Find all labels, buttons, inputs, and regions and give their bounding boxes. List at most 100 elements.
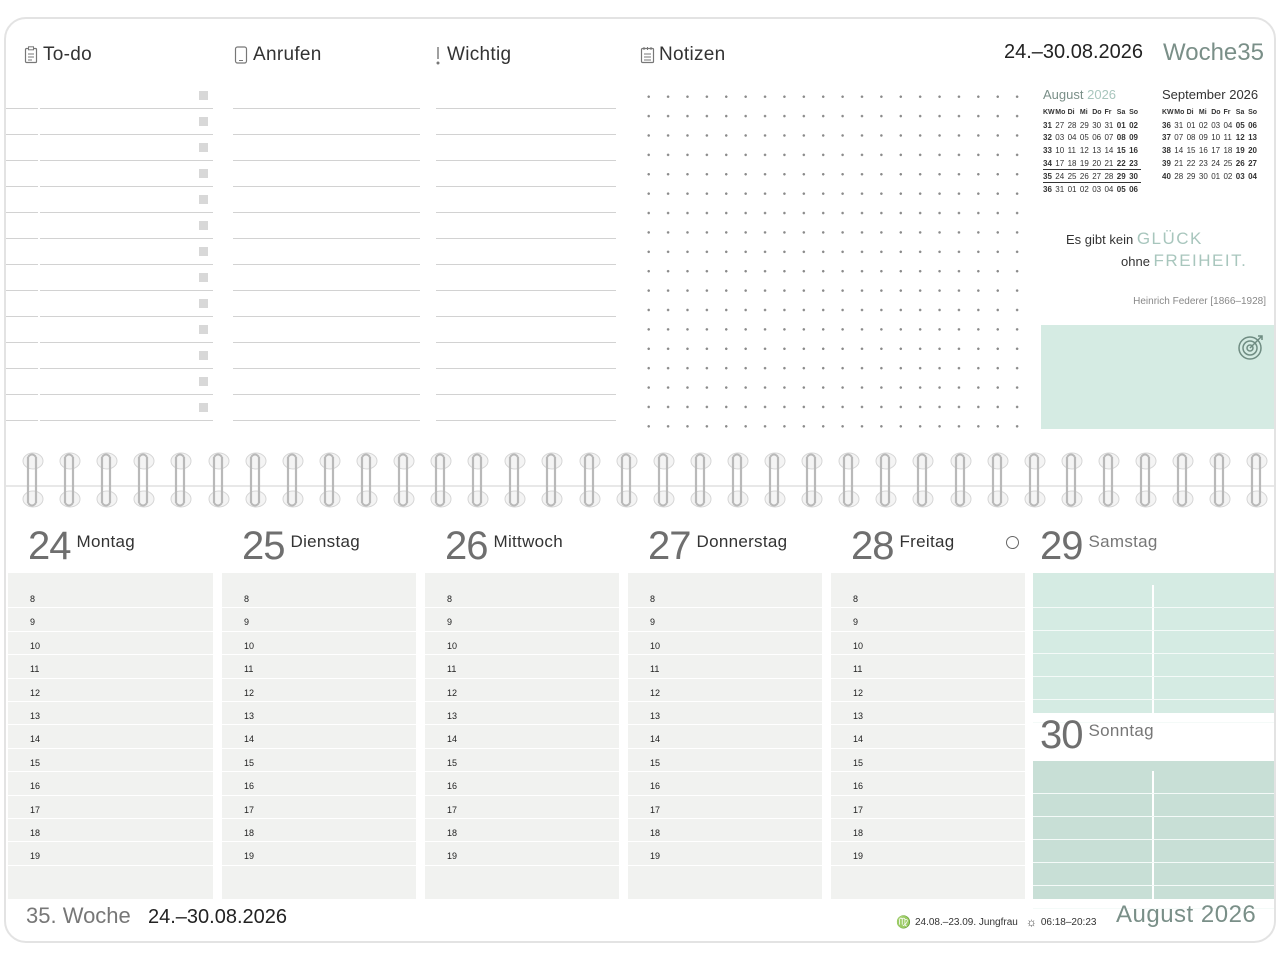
hour-slot[interactable]: 12 (222, 679, 416, 702)
hour-slot[interactable]: 14 (628, 725, 822, 749)
hour-slot[interactable]: 19 (628, 842, 822, 866)
writing-line[interactable] (233, 369, 420, 395)
todo-checkbox[interactable] (199, 403, 208, 412)
writing-line[interactable] (40, 395, 213, 421)
todo-checkbox[interactable] (199, 143, 208, 152)
hour-slot[interactable]: 12 (628, 679, 822, 702)
writing-line[interactable] (436, 265, 616, 291)
hour-slot[interactable]: 15 (831, 749, 1025, 773)
writing-line[interactable] (436, 369, 616, 395)
todo-checkbox[interactable] (199, 273, 208, 282)
writing-line[interactable] (233, 135, 420, 161)
writing-line[interactable] (40, 213, 213, 239)
writing-line[interactable] (233, 83, 420, 109)
weekend-line[interactable] (1033, 631, 1274, 654)
weekend-line[interactable] (1033, 817, 1274, 840)
hour-slot[interactable]: 11 (8, 655, 213, 679)
todo-checkbox[interactable] (199, 169, 208, 178)
writing-line[interactable] (436, 109, 616, 135)
weekend-line[interactable] (1033, 794, 1274, 817)
hour-slot[interactable]: 19 (425, 842, 619, 866)
todo-checkbox[interactable] (199, 117, 208, 126)
hour-slot[interactable]: 12 (425, 679, 619, 702)
hour-slot[interactable]: 18 (222, 819, 416, 843)
writing-line[interactable] (436, 83, 616, 109)
hour-slot[interactable]: 9 (222, 608, 416, 632)
saturday-box[interactable] (1033, 573, 1274, 723)
hour-slot[interactable]: 11 (628, 655, 822, 679)
hour-slot[interactable]: 14 (831, 725, 1025, 749)
hour-slot[interactable]: 8 (222, 585, 416, 609)
hour-slot[interactable]: 12 (831, 679, 1025, 702)
hour-slot[interactable]: 17 (628, 796, 822, 819)
hour-slot[interactable]: 15 (425, 749, 619, 773)
hour-slot[interactable]: 13 (8, 702, 213, 726)
writing-line[interactable] (40, 83, 213, 109)
writing-line[interactable] (233, 291, 420, 317)
weekend-line[interactable] (1033, 863, 1274, 886)
hour-slot[interactable]: 18 (425, 819, 619, 843)
writing-line[interactable] (233, 187, 420, 213)
hour-slot[interactable]: 19 (831, 842, 1025, 866)
hour-slot[interactable]: 18 (628, 819, 822, 843)
hour-slot[interactable]: 11 (831, 655, 1025, 679)
writing-line[interactable] (40, 343, 213, 369)
notes-dot-grid[interactable] (639, 87, 1027, 429)
hour-slot[interactable]: 9 (8, 608, 213, 632)
writing-line[interactable] (233, 161, 420, 187)
writing-line[interactable] (233, 213, 420, 239)
todo-checkbox[interactable] (199, 247, 208, 256)
writing-line[interactable] (436, 161, 616, 187)
weekend-line[interactable] (1033, 771, 1274, 794)
day-column[interactable]: 8 9 10 11 12 13 14 15 16 17 18 19 (222, 573, 416, 899)
todo-checkbox[interactable] (199, 221, 208, 230)
hour-slot[interactable]: 14 (425, 725, 619, 749)
goal-box[interactable] (1041, 325, 1274, 429)
hour-slot[interactable]: 18 (831, 819, 1025, 843)
writing-line[interactable] (436, 317, 616, 343)
writing-line[interactable] (40, 265, 213, 291)
writing-line[interactable] (233, 395, 420, 421)
weekend-line[interactable] (1033, 654, 1274, 677)
weekend-line[interactable] (1033, 608, 1274, 631)
todo-lines[interactable] (40, 83, 213, 421)
day-column[interactable]: 8 9 10 11 12 13 14 15 16 17 18 19 (628, 573, 822, 899)
hour-slot[interactable]: 13 (425, 702, 619, 726)
writing-line[interactable] (436, 135, 616, 161)
hour-slot[interactable]: 14 (8, 725, 213, 749)
hour-slot[interactable]: 17 (8, 796, 213, 819)
todo-checkbox[interactable] (199, 377, 208, 386)
hour-slot[interactable]: 8 (8, 585, 213, 609)
hour-slot[interactable]: 8 (831, 585, 1025, 609)
hour-slot[interactable]: 13 (222, 702, 416, 726)
writing-line[interactable] (40, 135, 213, 161)
hour-slot[interactable]: 10 (8, 632, 213, 656)
writing-line[interactable] (40, 239, 213, 265)
weekend-line[interactable] (1033, 700, 1274, 723)
writing-line[interactable] (436, 395, 616, 421)
hour-slot[interactable]: 13 (831, 702, 1025, 726)
weekend-line[interactable] (1033, 886, 1274, 909)
writing-line[interactable] (436, 187, 616, 213)
writing-line[interactable] (40, 187, 213, 213)
hour-slot[interactable]: 8 (425, 585, 619, 609)
hour-slot[interactable]: 16 (222, 772, 416, 796)
hour-slot[interactable]: 17 (831, 796, 1025, 819)
hour-slot[interactable]: 16 (628, 772, 822, 796)
hour-slot[interactable]: 8 (628, 585, 822, 609)
hour-slot[interactable]: 11 (425, 655, 619, 679)
todo-checkbox[interactable] (199, 325, 208, 334)
hour-slot[interactable]: 11 (222, 655, 416, 679)
hour-slot[interactable]: 9 (425, 608, 619, 632)
hour-slot[interactable]: 19 (222, 842, 416, 866)
writing-line[interactable] (40, 109, 213, 135)
todo-checkbox[interactable] (199, 351, 208, 360)
hour-slot[interactable]: 10 (222, 632, 416, 656)
writing-line[interactable] (436, 291, 616, 317)
hour-slot[interactable]: 9 (628, 608, 822, 632)
hour-slot[interactable]: 15 (8, 749, 213, 773)
weekend-line[interactable] (1033, 840, 1274, 863)
hour-slot[interactable]: 17 (425, 796, 619, 819)
hour-slot[interactable]: 17 (222, 796, 416, 819)
calls-lines[interactable] (233, 83, 420, 421)
